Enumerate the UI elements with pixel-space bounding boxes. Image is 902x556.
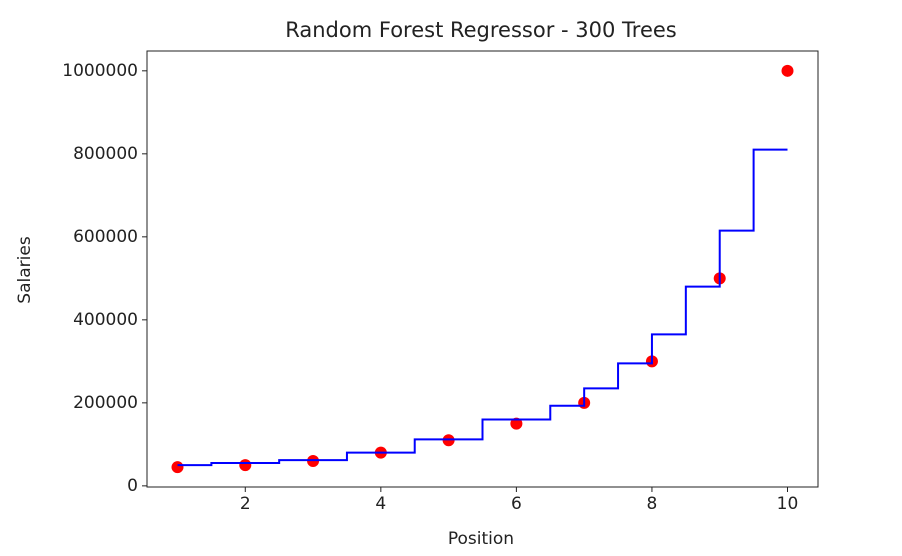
y-axis-label: Salaries xyxy=(15,236,35,304)
chart-title: Random Forest Regressor - 300 Trees xyxy=(285,18,676,42)
y-tick-label: 1000000 xyxy=(62,61,138,81)
y-tick-label: 400000 xyxy=(73,310,138,330)
point xyxy=(781,64,794,77)
y-tick-label: 0 xyxy=(127,476,138,496)
point xyxy=(239,459,252,472)
x-axis-label: Position xyxy=(448,529,514,549)
y-tick-label: 600000 xyxy=(73,227,138,247)
y-tick-label: 800000 xyxy=(73,144,138,164)
point xyxy=(510,417,523,430)
plot-frame xyxy=(146,50,819,488)
x-tick-label: 10 xyxy=(777,494,799,514)
line xyxy=(177,148,788,467)
x-tick-label: 2 xyxy=(240,494,251,514)
x-tick-label: 6 xyxy=(511,494,522,514)
y-tick-label: 200000 xyxy=(73,393,138,413)
x-tick-label: 8 xyxy=(647,494,658,514)
x-tick-label: 4 xyxy=(375,494,386,514)
point xyxy=(171,461,184,474)
